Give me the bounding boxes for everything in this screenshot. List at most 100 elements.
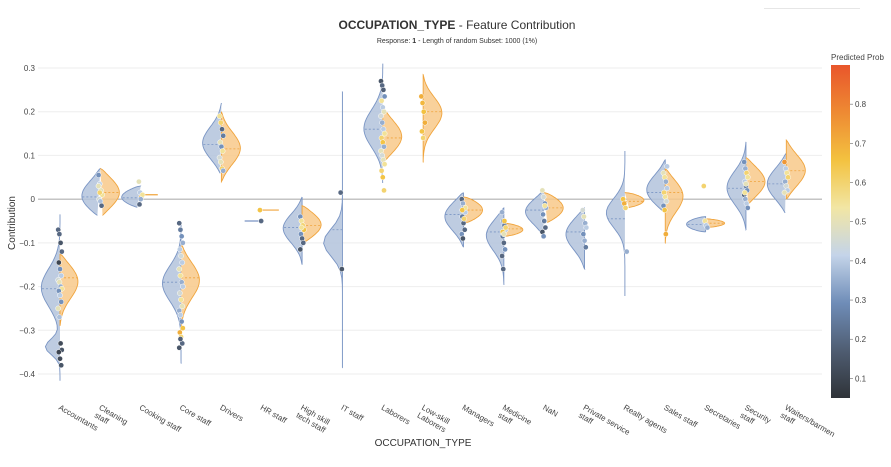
data-point: [178, 253, 184, 259]
colorbar-tick-label: 0.7: [855, 139, 867, 148]
data-point: [176, 266, 183, 272]
data-point: [704, 224, 711, 231]
data-point: [178, 296, 184, 303]
data-point: [744, 205, 751, 211]
x-tick-label: Drivers: [218, 403, 244, 423]
violin-positive: [785, 138, 806, 200]
data-point: [781, 189, 788, 196]
data-point: [298, 224, 305, 231]
x-tick-label: Managers: [461, 403, 496, 429]
y-axis-ticks: −0.4 −0.3 −0.2 −0.1 0 0.1 0.2 0.3: [19, 64, 35, 379]
violin-negative: [40, 214, 61, 381]
data-point: [623, 248, 630, 255]
data-point: [661, 207, 668, 213]
data-point: [136, 178, 142, 185]
data-point: [420, 135, 426, 141]
data-point: [381, 187, 387, 194]
y-tick-label: 0.2: [24, 108, 36, 117]
data-point: [378, 97, 385, 104]
data-point: [418, 93, 425, 100]
violin-positive: [745, 157, 766, 205]
data-point: [743, 180, 749, 187]
data-point: [378, 167, 385, 174]
x-tick-label: Securitystaff: [738, 403, 772, 433]
toolbar-strip: [764, 0, 860, 9]
chart-title-bold: OCCUPATION_TYPE: [339, 18, 456, 32]
data-point: [581, 213, 587, 220]
data-point: [700, 183, 707, 189]
violin-positive: [664, 167, 684, 244]
violin-positive: [180, 242, 200, 333]
violin-positive: [422, 73, 443, 163]
data-point: [98, 202, 105, 209]
data-point: [56, 231, 63, 237]
data-point: [178, 233, 185, 240]
chart-subtitle-prefix: Response:: [377, 38, 412, 45]
data-point: [579, 207, 586, 213]
data-point: [381, 143, 387, 150]
data-point: [540, 233, 547, 240]
data-point: [176, 344, 183, 351]
colorbar-tick-label: 0.8: [855, 100, 867, 109]
data-point: [459, 207, 466, 213]
data-point: [219, 126, 225, 133]
data-point: [180, 325, 186, 331]
y-tick-label: −0.2: [19, 283, 35, 292]
data-point: [55, 259, 62, 266]
colorbar-tick-label: 0.5: [855, 218, 867, 227]
colorbar-tick-label: 0.6: [855, 179, 867, 188]
x-tick-label: IT staff: [339, 403, 365, 423]
data-point: [581, 237, 588, 244]
data-point: [500, 266, 507, 272]
y-tick-label: −0.4: [19, 370, 35, 379]
data-point: [501, 240, 507, 246]
x-tick-label: Medicinestaff: [496, 403, 533, 435]
data-point: [217, 159, 224, 165]
data-point: [499, 253, 505, 259]
data-point: [339, 266, 345, 272]
data-point: [664, 163, 670, 170]
data-point: [216, 113, 223, 119]
data-point: [258, 218, 264, 224]
data-point: [419, 128, 425, 135]
data-point: [583, 224, 590, 231]
colorbar-tick-label: 0.1: [855, 374, 867, 383]
data-point: [257, 207, 263, 213]
x-tick-label: Laborers: [380, 403, 412, 427]
data-point: [177, 290, 183, 296]
colorbar-tick-label: 0.3: [855, 296, 867, 305]
data-point: [177, 226, 184, 233]
violin-negative: [605, 151, 626, 296]
gridlines: [38, 67, 822, 375]
data-point: [57, 292, 63, 299]
data-point: [95, 172, 102, 178]
data-point: [381, 108, 387, 115]
data-point: [57, 340, 64, 347]
chart-title: OCCUPATION_TYPE - Feature Contribution: [339, 18, 576, 32]
data-point: [379, 119, 386, 126]
violins: [40, 63, 806, 381]
x-tick-label: Core staff: [178, 403, 213, 428]
data-point: [220, 132, 227, 139]
data-points: [55, 78, 791, 369]
data-point: [96, 189, 103, 196]
data-point: [380, 87, 387, 93]
x-tick-label: NaN: [541, 403, 560, 419]
chart-subtitle-bold: 1: [412, 38, 416, 45]
violin-positive: [220, 111, 241, 184]
colorbar-title: Predicted Prob: [831, 53, 884, 62]
data-point: [177, 272, 184, 279]
x-tick-label: HR staff: [259, 403, 289, 426]
data-point: [542, 224, 549, 231]
data-point: [177, 336, 184, 342]
data-point: [57, 355, 63, 362]
violin-negative: [525, 190, 545, 238]
data-point: [58, 272, 65, 279]
data-point: [502, 224, 509, 231]
x-tick-label: Cleaningstaff: [93, 403, 129, 434]
violin-positive: [301, 205, 322, 244]
violin-negative: [766, 151, 787, 214]
y-tick-label: 0.3: [24, 64, 36, 73]
data-point: [664, 185, 670, 192]
